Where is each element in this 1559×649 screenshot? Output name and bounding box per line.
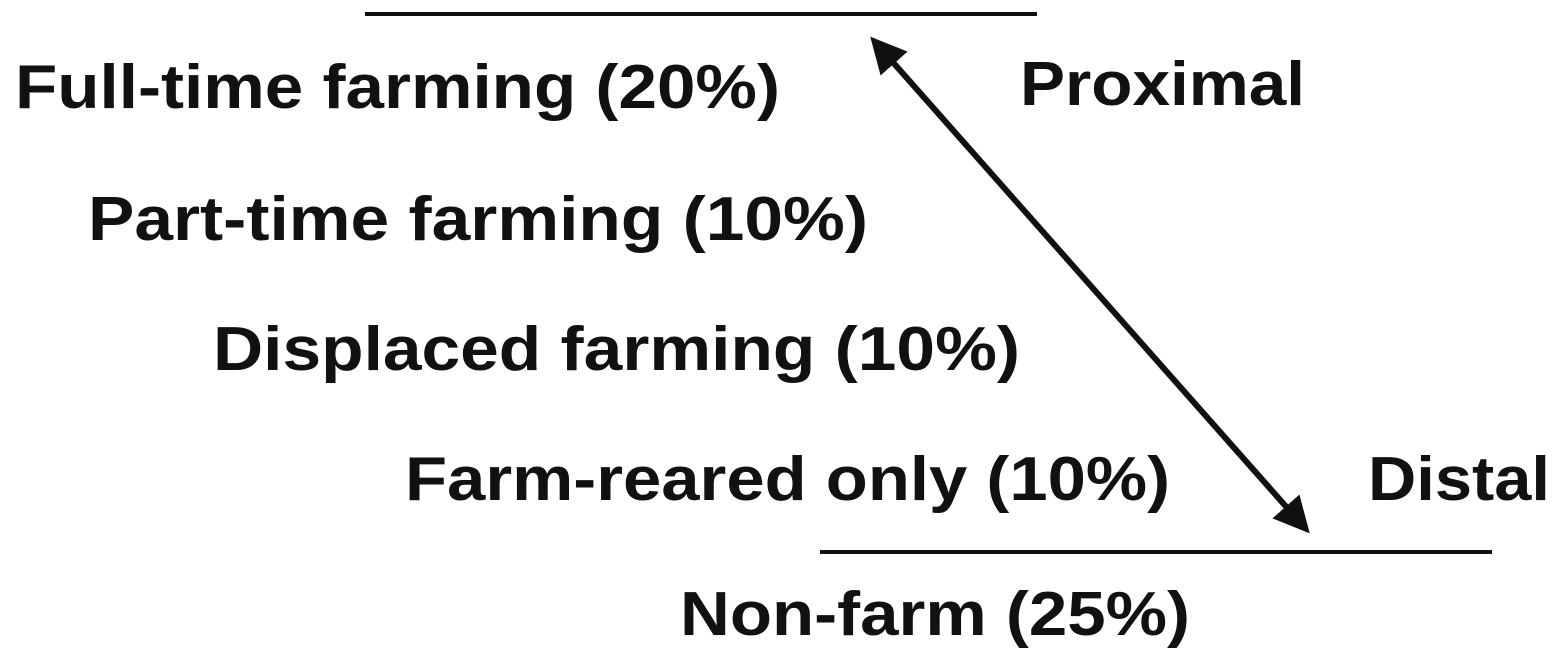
double-arrow (870, 36, 1310, 534)
node-label: Part-time farming (10%) (88, 185, 868, 254)
axis-end-label: Distal (1368, 445, 1550, 514)
axis-start-label: Proximal (1020, 50, 1305, 119)
node-label: Displaced farming (10%) (213, 315, 1020, 384)
node-label: Non-farm (25%) (680, 580, 1190, 649)
node-label: Farm-reared only (10%) (405, 445, 1170, 514)
node-label: Full-time farming (20%) (15, 53, 780, 122)
